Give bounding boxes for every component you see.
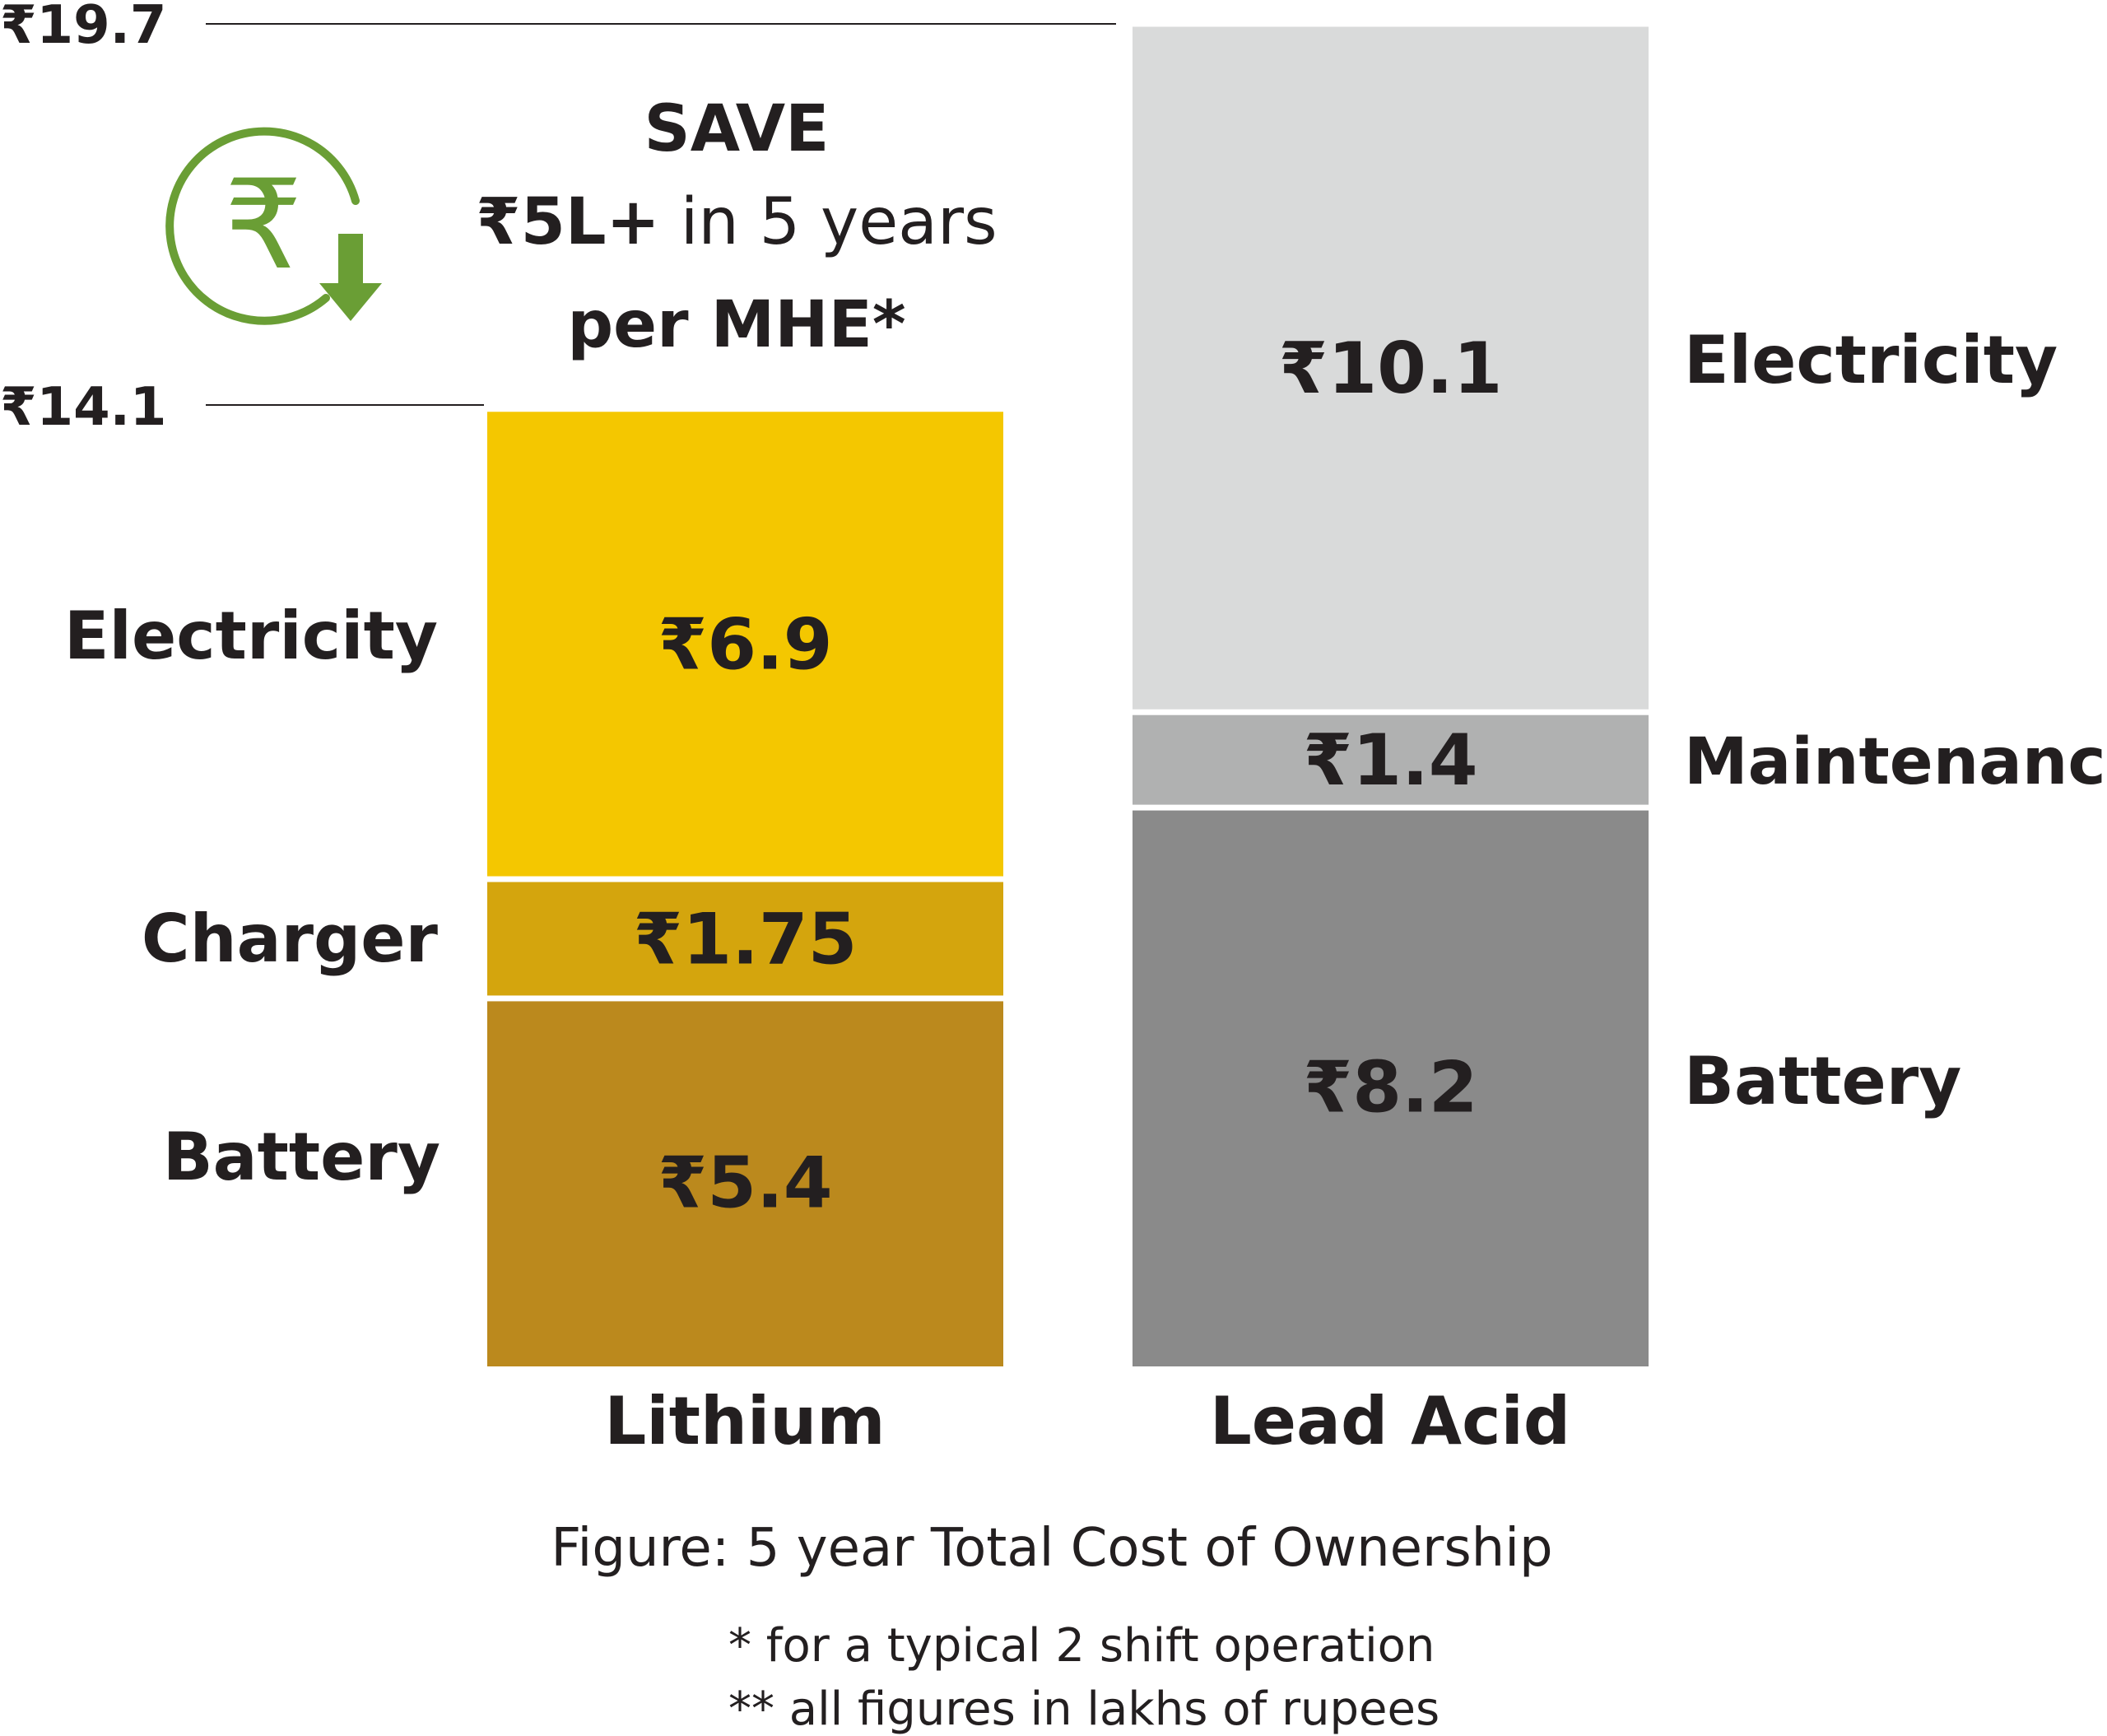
figure-caption: Figure: 5 year Total Cost of Ownership bbox=[551, 1518, 1552, 1579]
callout-rupee: ₹ bbox=[476, 185, 520, 259]
footnote-shift: * for a typical 2 shift operation bbox=[728, 1619, 1435, 1673]
rupee-savings-icon: ₹ bbox=[165, 127, 382, 325]
callout-amount-rest: in 5 years bbox=[660, 185, 998, 259]
rupee-icon: ₹ bbox=[224, 154, 302, 297]
down-arrow-shaft bbox=[338, 234, 363, 285]
segment-name-lithium-battery: Battery bbox=[163, 1119, 440, 1195]
segment-name-lead-acid-electricity: Electricity bbox=[1684, 322, 2058, 398]
callout-save: SAVE bbox=[644, 92, 830, 166]
segment-name-lead-acid-battery: Battery bbox=[1684, 1043, 1961, 1119]
value-label-lead-acid-electricity: ₹10.1 bbox=[1278, 328, 1502, 410]
value-label-lead-acid-maintenance: ₹1.4 bbox=[1303, 719, 1477, 802]
callout-amount: ₹5L+ in 5 years bbox=[476, 185, 997, 259]
bar-segment-lead-acid-maintenance bbox=[1133, 714, 1649, 805]
segment-name-lead-acid-maintenance: Maintenance bbox=[1684, 725, 2107, 799]
total-label-lithium: ₹14.1 bbox=[0, 377, 166, 438]
total-label-lead-acid: ₹19.7 bbox=[0, 0, 166, 56]
segment-name-lithium-electricity: Electricity bbox=[64, 598, 438, 674]
callout-amount-bold: 5L+ bbox=[521, 185, 660, 259]
bar-segment-lead-acid-electricity bbox=[1133, 26, 1649, 710]
value-label-lithium-electricity: ₹6.9 bbox=[658, 603, 832, 686]
segment-name-lithium-charger: Charger bbox=[142, 901, 439, 977]
bar-segment-lithium-battery bbox=[487, 1001, 1003, 1366]
category-label-lithium: Lithium bbox=[604, 1383, 885, 1459]
callout-per-mhe: per MHE* bbox=[567, 288, 905, 362]
bar-segment-lead-acid-battery bbox=[1133, 810, 1649, 1366]
value-label-lithium-charger: ₹1.75 bbox=[633, 898, 857, 980]
circular-arrow-icon bbox=[165, 127, 360, 325]
bar-segment-lithium-electricity bbox=[487, 412, 1003, 877]
category-label-lead-acid: Lead Acid bbox=[1210, 1383, 1570, 1459]
bar-segment-lithium-charger bbox=[487, 882, 1003, 996]
down-arrow-head bbox=[319, 283, 382, 321]
bar-group: ₹5.4 ₹1.75 ₹6.9 ₹8.2 ₹1.4 ₹10.1 bbox=[487, 26, 1649, 1366]
value-label-lithium-battery: ₹5.4 bbox=[658, 1142, 832, 1224]
footnote-units: ** all figures in lakhs of rupees bbox=[728, 1682, 1440, 1736]
value-label-lead-acid-battery: ₹8.2 bbox=[1303, 1047, 1477, 1129]
